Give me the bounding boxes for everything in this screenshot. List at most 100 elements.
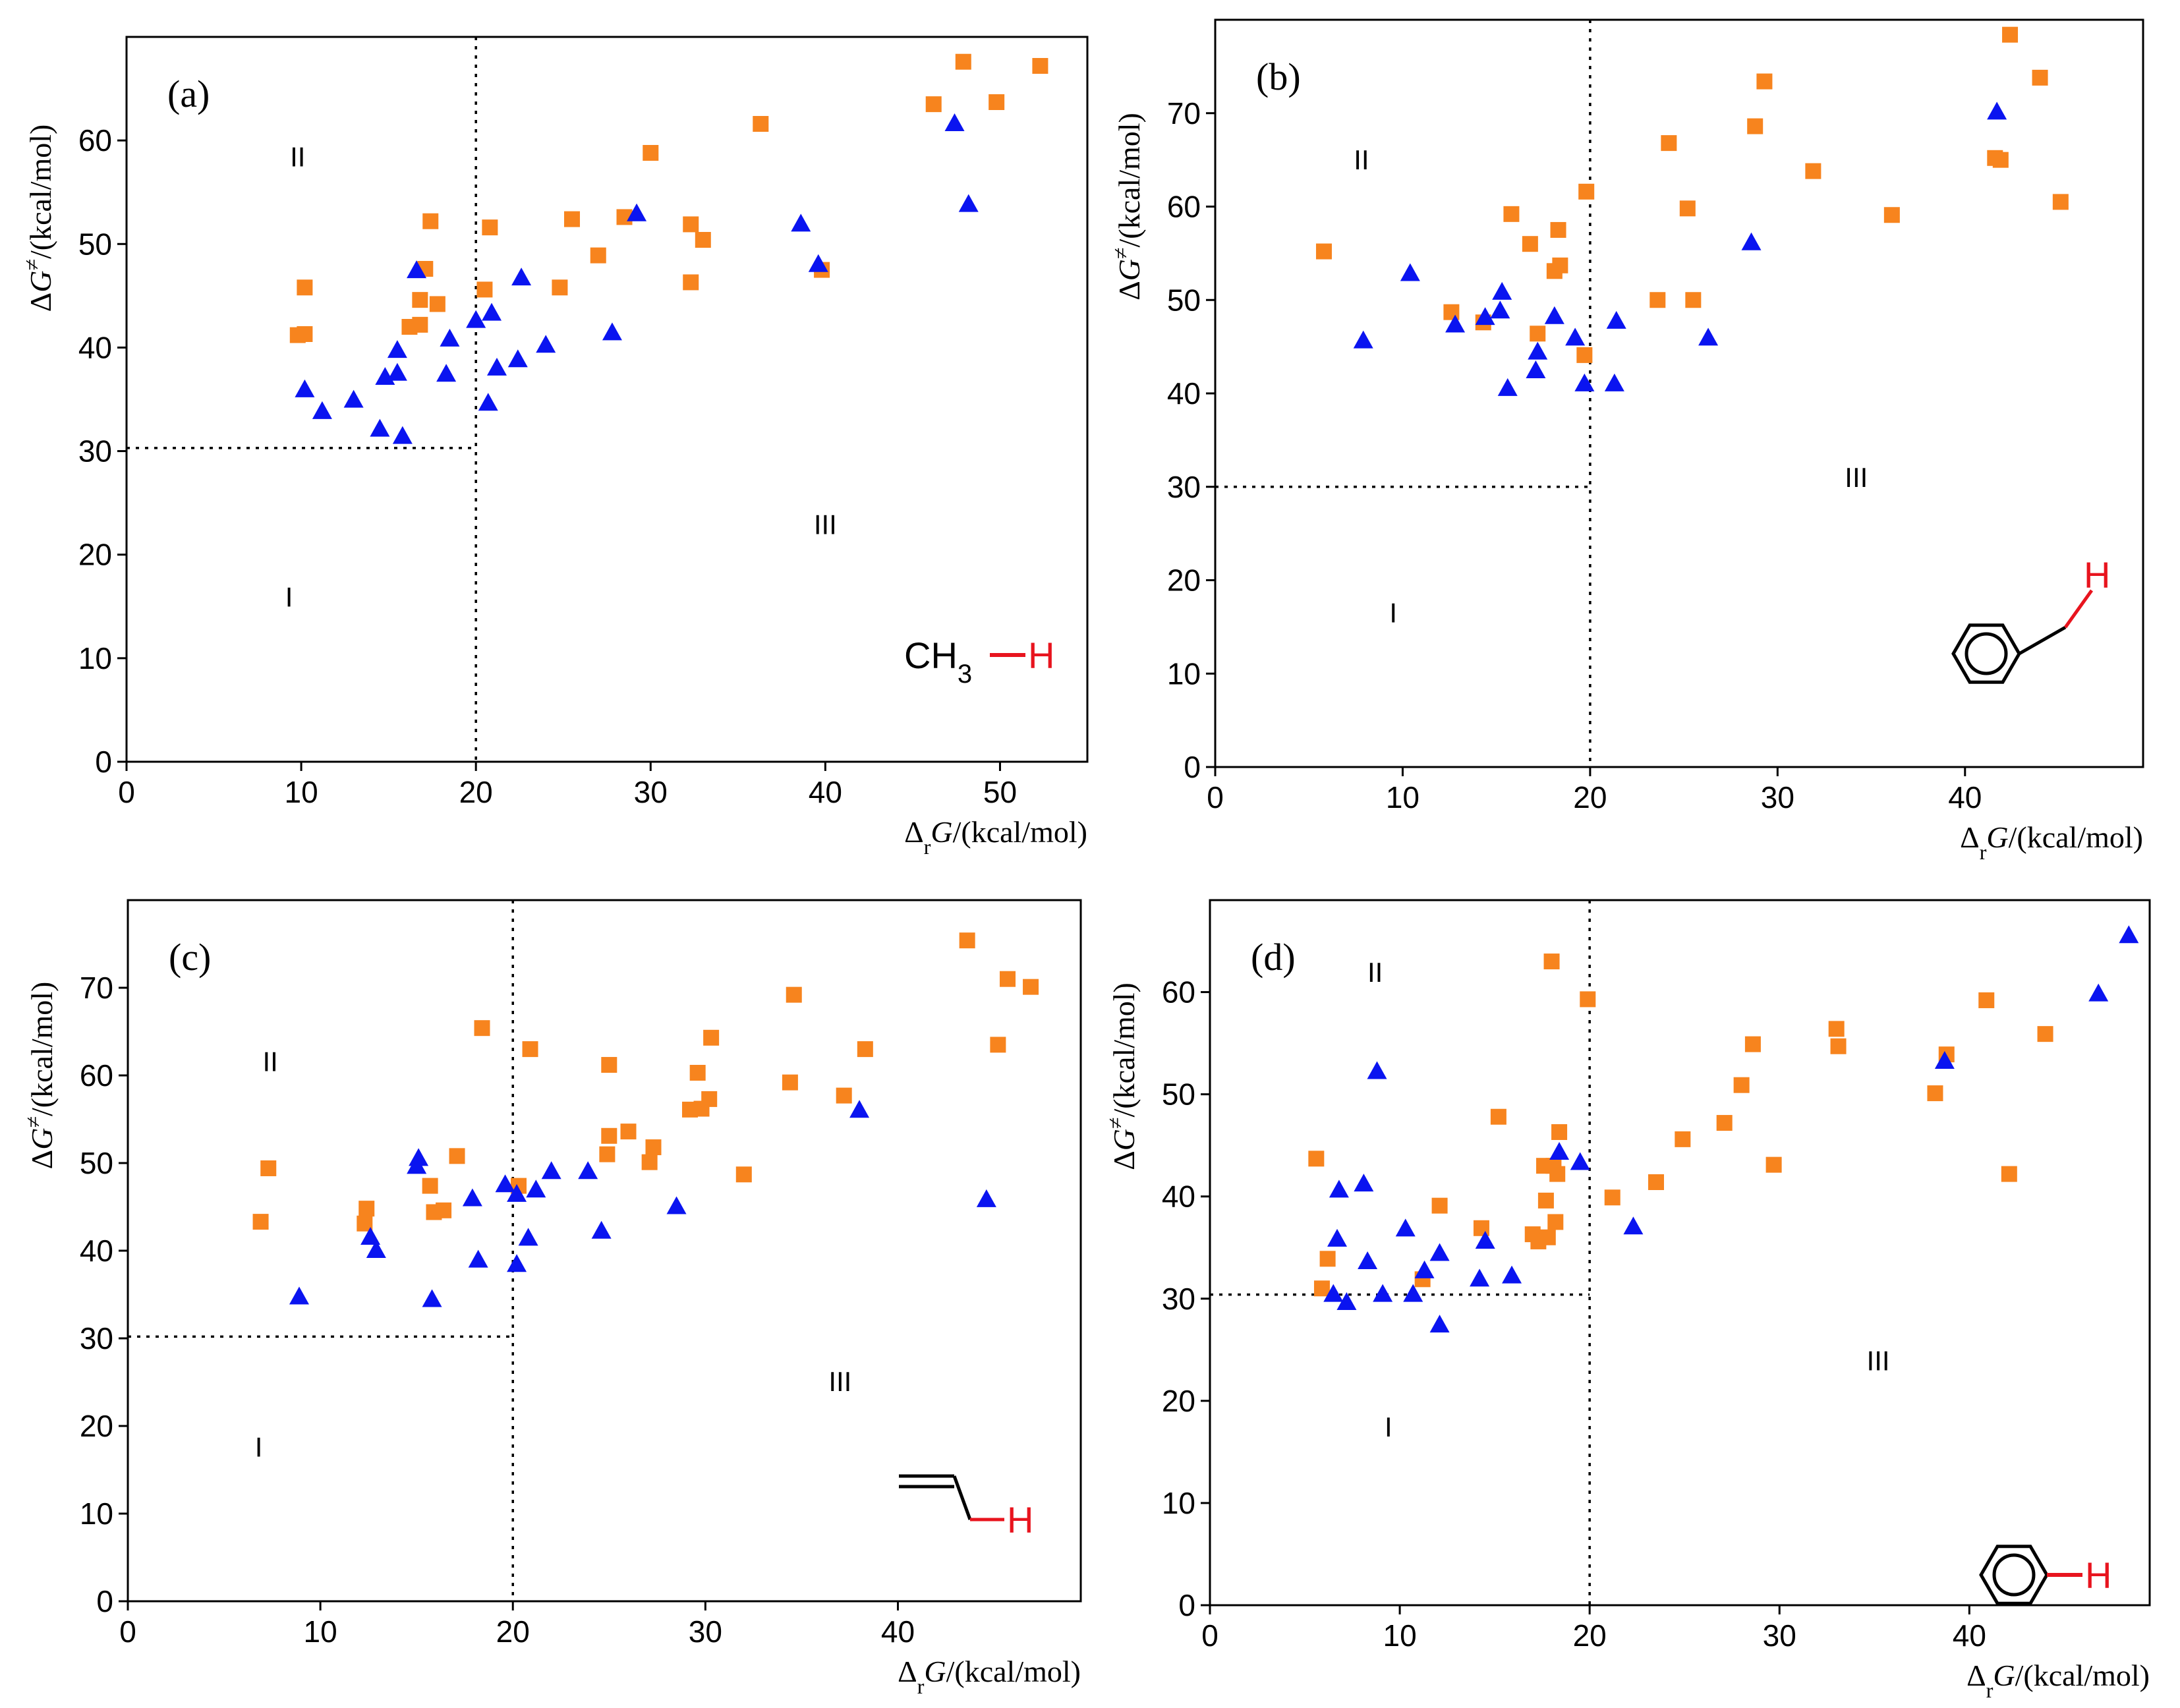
point-square xyxy=(620,1124,637,1140)
panel-d: 0 10 20 30 400102030405060IIIIII(d)ΔrG/(kcal… xyxy=(1103,899,2151,1702)
point-square xyxy=(1551,1124,1568,1141)
point-triangle xyxy=(343,389,364,408)
ch2-bond xyxy=(2018,625,2067,656)
point-square xyxy=(955,53,971,70)
y-tick-label: 60 xyxy=(1162,975,1195,1010)
point-triangle xyxy=(1492,281,1512,300)
point-triangle xyxy=(468,1249,488,1268)
point-triangle xyxy=(808,254,828,272)
plot-frame xyxy=(1214,18,2144,768)
point-square xyxy=(701,1091,718,1107)
point-square xyxy=(695,232,711,248)
point-square xyxy=(857,1041,873,1058)
x-axis-title: ΔrG/(kcal/mol) xyxy=(1966,1659,2150,1702)
x-tick-label: 20 xyxy=(1573,1618,1607,1653)
point-triangle xyxy=(360,1227,381,1245)
plot-frame xyxy=(127,899,1082,1603)
point-triangle xyxy=(392,426,413,444)
point-square xyxy=(703,1029,720,1046)
point-square xyxy=(989,94,1005,110)
point-triangle xyxy=(1475,1230,1495,1249)
point-triangle xyxy=(1429,1315,1450,1333)
y-tick-label: 70 xyxy=(1167,96,1201,130)
plot-frame xyxy=(125,36,1089,763)
x-tick-label: 10 xyxy=(1386,780,1420,814)
point-square xyxy=(1550,221,1566,238)
point-triangle xyxy=(1395,1218,1416,1237)
x-tick-label: 30 xyxy=(634,775,668,809)
point-triangle xyxy=(1606,310,1626,329)
y-tick-label: 20 xyxy=(80,1409,113,1443)
point-square xyxy=(1685,292,1702,308)
point-triangle xyxy=(1490,300,1510,319)
benzene-ring xyxy=(1951,623,2021,684)
point-triangle xyxy=(466,310,486,328)
point-square xyxy=(1308,1151,1325,1167)
point-square xyxy=(683,216,699,233)
point-square xyxy=(2001,1166,2017,1182)
point-square xyxy=(1023,979,1039,995)
point-square xyxy=(2052,194,2069,210)
point-triangle xyxy=(1604,373,1624,391)
ch-bond xyxy=(2063,589,2094,629)
point-square xyxy=(786,986,802,1003)
y-tick-label: 60 xyxy=(80,1058,113,1093)
x-tick-label: 40 xyxy=(1948,780,1982,814)
point-square xyxy=(689,1065,706,1081)
point-square xyxy=(1716,1115,1733,1131)
point-square xyxy=(1549,1166,1566,1182)
point-square xyxy=(1578,183,1595,200)
point-square xyxy=(643,145,659,161)
region-label-III: III xyxy=(1845,462,1868,493)
point-square xyxy=(641,1154,658,1170)
point-square xyxy=(1315,243,1332,260)
panel-c: 0 10 20 30 40010203040506070IIIIII(c)ΔrG/(kc… xyxy=(21,899,1082,1698)
point-square xyxy=(1431,1197,1448,1214)
point-triangle xyxy=(2119,925,2139,944)
h-atom: H xyxy=(1007,1499,1033,1541)
point-triangle xyxy=(422,1289,442,1307)
point-square xyxy=(1576,347,1593,363)
y-tick-label: 0 xyxy=(1184,750,1201,784)
point-triangle xyxy=(1574,373,1595,391)
point-square xyxy=(1927,1085,1943,1102)
y-tick-label: 20 xyxy=(78,538,112,572)
point-triangle xyxy=(536,335,556,353)
h-atom: H xyxy=(2085,1554,2111,1596)
point-square xyxy=(1733,1077,1750,1093)
point-triangle xyxy=(1623,1216,1644,1235)
point-triangle xyxy=(1526,360,1546,378)
y-tick-label: 40 xyxy=(78,330,112,364)
point-square xyxy=(563,211,580,227)
point-triangle xyxy=(526,1180,546,1198)
y-tick-label: 50 xyxy=(80,1146,113,1180)
point-square xyxy=(735,1166,752,1183)
x-tick-label: 0 xyxy=(118,775,135,809)
point-square xyxy=(1604,1189,1621,1206)
point-triangle xyxy=(1367,1061,1387,1079)
point-square xyxy=(297,279,313,296)
region-label-III: III xyxy=(1867,1345,1890,1376)
point-square xyxy=(1547,1214,1564,1230)
point-square xyxy=(1744,1036,1761,1052)
point-triangle xyxy=(1987,101,2007,120)
point-triangle xyxy=(295,379,315,397)
point-square xyxy=(474,1020,490,1037)
y-tick-label: 0 xyxy=(96,1584,113,1618)
point-square xyxy=(590,247,606,264)
region-label-II: II xyxy=(1367,957,1383,988)
molecule-ch3-h: CH3 xyxy=(904,635,972,689)
point-square xyxy=(1522,236,1538,252)
point-triangle xyxy=(1445,314,1466,333)
point-square xyxy=(1543,954,1560,970)
x-tick-label: 40 xyxy=(809,775,842,809)
point-square xyxy=(1978,992,1995,1008)
point-triangle xyxy=(436,364,457,382)
point-triangle xyxy=(1934,1051,1955,1069)
point-square xyxy=(1032,58,1048,74)
point-triangle xyxy=(409,1148,429,1166)
y-tick-label: 30 xyxy=(1162,1282,1195,1316)
point-triangle xyxy=(482,302,502,321)
point-square xyxy=(359,1201,375,1217)
